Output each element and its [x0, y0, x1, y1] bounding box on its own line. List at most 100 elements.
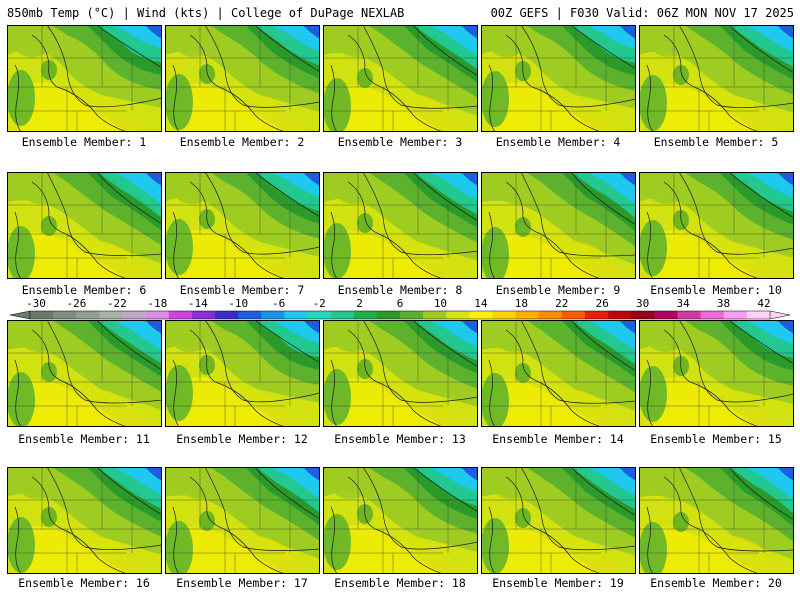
ensemble-map-panel	[7, 172, 162, 279]
colorbar-segment	[515, 311, 540, 319]
ensemble-member-label: Ensemble Member: 3	[337, 135, 463, 149]
colorbar-tick-label: 2	[356, 297, 363, 310]
colorbar-tick-label: -2	[312, 297, 325, 310]
ensemble-map-panel	[639, 320, 794, 427]
ensemble-map-panel	[481, 320, 636, 427]
temperature-map	[323, 320, 478, 427]
colorbar-tick-label: -10	[228, 297, 248, 310]
temperature-map	[323, 172, 478, 279]
colorbar-segment	[168, 311, 193, 319]
ensemble-member-label: Ensemble Member: 11	[18, 432, 150, 446]
ensemble-map-panel	[7, 320, 162, 427]
temperature-map	[7, 172, 162, 279]
ensemble-member-label: Ensemble Member: 15	[650, 432, 782, 446]
colorbar-segment	[376, 311, 401, 319]
ensemble-member-label: Ensemble Member: 8	[337, 283, 463, 297]
colorbar-tick-label: 34	[676, 297, 690, 310]
ensemble-map-panel	[481, 25, 636, 132]
ensemble-member-label: Ensemble Member: 7	[179, 283, 305, 297]
colorbar-segment	[538, 311, 563, 319]
ensemble-member-label: Ensemble Member: 18	[334, 576, 466, 590]
colorbar-segment	[654, 311, 678, 319]
ensemble-member-label: Ensemble Member: 12	[176, 432, 308, 446]
colorbar-max-arrow	[769, 310, 791, 320]
colorbar-segment	[307, 311, 331, 319]
colorbar-tick-label: -6	[272, 297, 285, 310]
ensemble-map-panel	[165, 320, 320, 427]
ensemble-map-panel	[165, 467, 320, 574]
colorbar-segment	[30, 311, 54, 319]
ensemble-map-panel	[323, 25, 478, 132]
ensemble-map-panel	[639, 25, 794, 132]
ensemble-map-panel	[7, 25, 162, 132]
colorbar-tick-label: -30	[26, 297, 46, 310]
temperature-colorbar: -30 -26 -22 -18 -14 -10 -6 -2 2 6 10 14 18 22 26 30 34 38…	[9, 297, 791, 320]
ensemble-map-panel	[165, 172, 320, 279]
ensemble-map-panel	[639, 467, 794, 574]
colorbar-min-arrow	[9, 310, 31, 320]
temperature-map	[481, 320, 636, 427]
ensemble-member-label: Ensemble Member: 20	[650, 576, 782, 590]
ensemble-member-label: Ensemble Member: 16	[18, 576, 150, 590]
colorbar-segment	[400, 311, 424, 319]
ensemble-map-panel	[481, 172, 636, 279]
colorbar-segment	[99, 311, 123, 319]
colorbar-segment	[261, 311, 285, 319]
ensemble-member-label: Ensemble Member: 17	[176, 576, 308, 590]
ensemble-member-label: Ensemble Member: 14	[492, 432, 624, 446]
ensemble-map-panel	[481, 467, 636, 574]
colorbar-tick-label: -26	[67, 297, 87, 310]
temperature-map	[323, 467, 478, 574]
temperature-map	[481, 467, 636, 574]
temperature-map	[481, 172, 636, 279]
colorbar-tick-label: 10	[434, 297, 447, 310]
temperature-map	[7, 25, 162, 132]
ensemble-map-panel	[639, 172, 794, 279]
temperature-map	[481, 25, 636, 132]
colorbar-segment	[423, 311, 447, 319]
colorbar-segment	[631, 311, 655, 319]
colorbar-segment	[191, 311, 216, 319]
colorbar-segment	[700, 311, 725, 319]
colorbar-segment	[284, 311, 308, 319]
colorbar-tick-label: 22	[555, 297, 568, 310]
temperature-map	[639, 320, 794, 427]
colorbar-segment	[608, 311, 632, 319]
colorbar-tick-label: 38	[717, 297, 730, 310]
ensemble-member-label: Ensemble Member: 2	[179, 135, 305, 149]
colorbar-segment	[76, 311, 100, 319]
colorbar-tick-label: 30	[636, 297, 649, 310]
ensemble-map-panel	[165, 25, 320, 132]
temperature-map	[7, 320, 162, 427]
colorbar-segment	[122, 311, 146, 319]
ensemble-member-label: Ensemble Member: 6	[21, 283, 147, 297]
colorbar-tick-label: -14	[188, 297, 208, 310]
ensemble-map-panel	[323, 467, 478, 574]
colorbar-tick-label: -22	[107, 297, 127, 310]
temperature-map	[7, 467, 162, 574]
ensemble-member-label: Ensemble Member: 1	[21, 135, 147, 149]
ensemble-map-panel	[7, 467, 162, 574]
colorbar-segment	[723, 311, 748, 319]
colorbar-tick-label: 14	[474, 297, 488, 310]
temperature-map	[639, 172, 794, 279]
ensemble-map-panel	[323, 320, 478, 427]
ensemble-member-label: Ensemble Member: 13	[334, 432, 466, 446]
temperature-map	[639, 25, 794, 132]
temperature-map	[639, 467, 794, 574]
ensemble-member-label: Ensemble Member: 9	[495, 283, 621, 297]
colorbar-tick-label: 6	[397, 297, 404, 310]
colorbar-segment	[561, 311, 586, 319]
colorbar-segment	[353, 311, 378, 319]
temperature-map	[165, 467, 320, 574]
colorbar-segment	[446, 311, 470, 319]
model-run-info: 00Z GEFS | F030 Valid: 06Z MON NOV 17 20…	[490, 6, 794, 20]
colorbar-tick-label: 26	[596, 297, 609, 310]
colorbar-segment	[585, 311, 609, 319]
colorbar-segment	[492, 311, 516, 319]
ensemble-member-label: Ensemble Member: 5	[653, 135, 779, 149]
colorbar-segment	[746, 311, 771, 319]
colorbar-segment	[677, 311, 701, 319]
ensemble-member-label: Ensemble Member: 10	[650, 283, 782, 297]
temperature-map	[165, 25, 320, 132]
